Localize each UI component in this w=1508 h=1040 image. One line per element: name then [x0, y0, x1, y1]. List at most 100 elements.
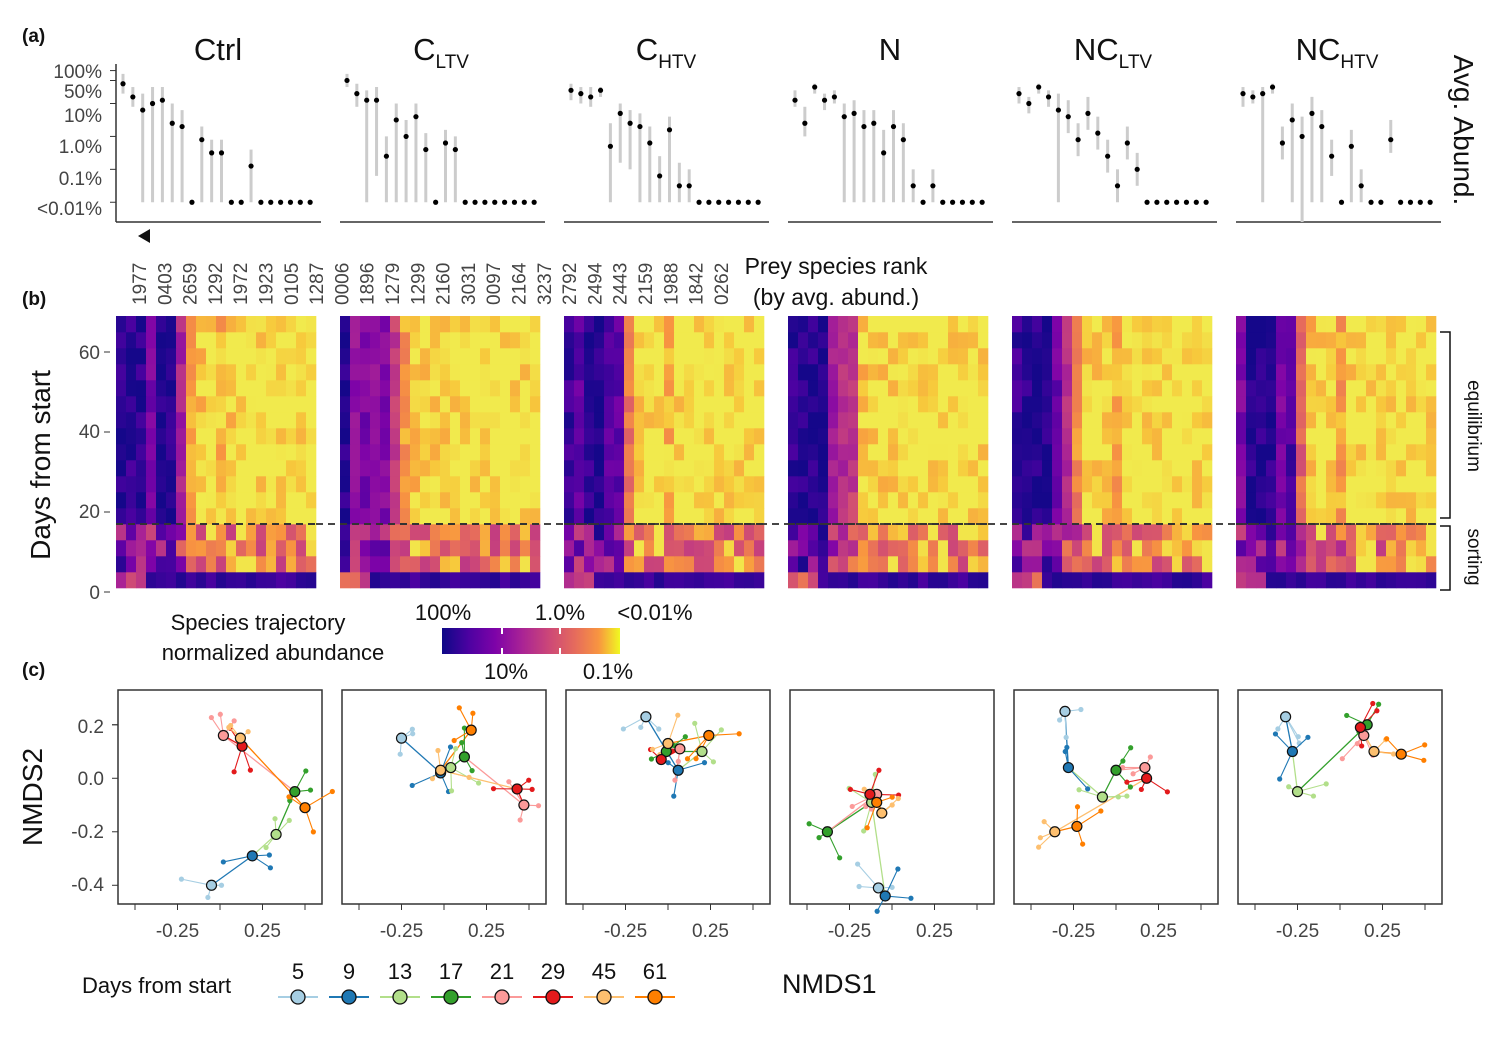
replicate-point: [447, 744, 454, 750]
heatmap-cell: [1102, 524, 1113, 541]
heatmap-cell: [126, 476, 137, 493]
abundance-panel-4: [1012, 83, 1217, 223]
heatmap-cell: [410, 460, 421, 477]
heatmap-cell: [1122, 444, 1133, 461]
nmds-plots: -0.25 0.25 -0.25 0.25 -0.25 0.25 -0.25 0.25 -0.2…: [112, 689, 1443, 942]
heatmap-cell: [420, 364, 431, 381]
heatmap-cell: [216, 476, 227, 493]
heatmap-cell: [216, 540, 227, 557]
heatmap-cell: [754, 556, 765, 573]
replicate-point: [908, 895, 914, 901]
heatmap-cell: [1192, 332, 1203, 349]
heatmap-cell: [216, 396, 227, 413]
heatmap-cell: [624, 460, 635, 477]
heatmap-cell: [1286, 380, 1297, 397]
heatmap-cell: [166, 572, 177, 589]
heatmap-cell: [1132, 428, 1143, 445]
heatmap-cell: [460, 316, 471, 333]
heatmap-cell: [1406, 460, 1417, 477]
heatmap-cell: [808, 444, 819, 461]
heatmap-cell: [664, 316, 675, 333]
trajectory-segment: [222, 734, 296, 793]
heatmap-cell: [1072, 364, 1083, 381]
heatmap-cell: [206, 476, 217, 493]
heatmap-cell: [530, 348, 541, 365]
heatmap-cell: [1346, 380, 1357, 397]
legend-marker: [341, 989, 357, 1005]
heatmap-cell: [126, 556, 137, 573]
heatmap-cell: [938, 492, 949, 509]
heatmap-cell: [186, 364, 197, 381]
heatmap-cell: [594, 316, 605, 333]
heatmap-cell: [644, 476, 655, 493]
legend-day-label: 9: [343, 959, 355, 984]
heatmap-cell: [1112, 572, 1123, 589]
heatmap-cell: [888, 460, 899, 477]
heatmap-cell: [1052, 364, 1063, 381]
heatmap-cell: [1192, 540, 1203, 557]
heatmap-cell: [1246, 316, 1257, 333]
abundance-point: [1124, 140, 1130, 146]
heatmap-cell: [898, 460, 909, 477]
replicate-point: [701, 760, 708, 766]
heatmap-cell: [1236, 316, 1247, 333]
heatmap-cell: [1286, 444, 1297, 461]
heatmap-cell: [674, 540, 685, 557]
heatmap-cell: [340, 380, 351, 397]
heatmap-cell: [634, 412, 645, 429]
heatmap-cell: [1386, 508, 1397, 525]
heatmap-cell: [380, 316, 391, 333]
heatmap-cell: [176, 444, 187, 461]
replicate-point: [1074, 804, 1081, 810]
heatmap-panel-1: [340, 316, 541, 589]
species-rank-label: 2159: [636, 263, 657, 305]
heatmap-cell: [216, 444, 227, 461]
heatmap-cell: [938, 348, 949, 365]
heatmap-cell: [878, 556, 889, 573]
heatmap-cell: [564, 556, 575, 573]
heatmap-cell: [236, 572, 247, 589]
replicate-point: [1390, 751, 1397, 757]
heatmap-cell: [928, 508, 939, 525]
heatmap-cell: [614, 396, 625, 413]
heatmap-cell: [296, 364, 307, 381]
heatmap-cell: [276, 396, 287, 413]
heatmap-cell: [136, 380, 147, 397]
heatmap-cell: [340, 364, 351, 381]
heatmap-cell: [674, 380, 685, 397]
heatmap-cell: [1122, 396, 1133, 413]
heatmap-cell: [958, 524, 969, 541]
heatmap-cell: [1336, 380, 1347, 397]
abundance-point: [268, 199, 274, 205]
heatmap-cell: [420, 380, 431, 397]
replicate-point: [1130, 771, 1136, 777]
heatmap-cell: [420, 348, 431, 365]
heatmap-cell: [1276, 412, 1287, 429]
heatmap-cell: [500, 460, 511, 477]
heatmap-cell: [166, 540, 177, 557]
heatmap-cell: [1246, 492, 1257, 509]
centroid-point: [299, 802, 311, 814]
heatmap-cell: [1386, 364, 1397, 381]
heatmap-cell: [306, 396, 317, 413]
heatmap-cell: [490, 444, 501, 461]
heatmap-cell: [694, 460, 705, 477]
heatmap-cell: [380, 572, 391, 589]
heatmap-cell: [420, 524, 431, 541]
heatmap-cell: [1122, 508, 1133, 525]
replicate-point: [409, 726, 415, 732]
heatmap-cell: [724, 556, 735, 573]
abundance-point: [726, 199, 732, 205]
heatmap-cell: [704, 476, 715, 493]
heatmap-cell: [808, 524, 819, 541]
heatmap-cell: [420, 396, 431, 413]
heatmap-cell: [1346, 540, 1357, 557]
heatmap-cell: [286, 492, 297, 509]
heatmap-cell: [828, 524, 839, 541]
heatmap-cell: [1406, 396, 1417, 413]
heatmap-cell: [1336, 492, 1347, 509]
heatmap-cell: [1052, 572, 1063, 589]
heatmap-cell: [216, 556, 227, 573]
heatmap-cell: [1122, 556, 1133, 573]
treatment-title-2: CHTV: [636, 32, 697, 73]
